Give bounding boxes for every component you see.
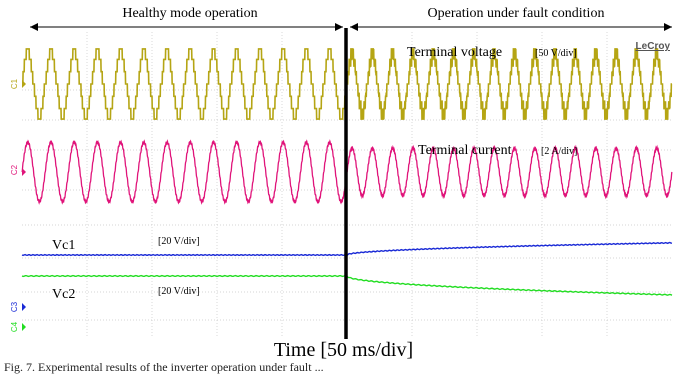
- fault-mode-label: Operation under fault condition: [428, 6, 605, 21]
- header-arrows: Healthy mode operation Operation under f…: [30, 6, 672, 31]
- vc1-scale: [20 V/div]: [158, 236, 200, 247]
- vc1-label: Vc1: [52, 238, 75, 253]
- c3-ground-marker: [22, 303, 26, 311]
- vc2-label: Vc2: [52, 287, 75, 302]
- figure-caption: Fig. 7. Experimental results of the inve…: [4, 360, 324, 374]
- terminal-voltage-scale: [50 V/div]: [535, 48, 577, 59]
- channel-label-c1: C1: [10, 78, 19, 89]
- fault-arrow-left-head: [350, 23, 358, 31]
- healthy-arrow-right-head: [335, 23, 343, 31]
- channel-label-c2: C2: [10, 164, 19, 175]
- time-axis-label: Time [50 ms/div]: [273, 339, 414, 361]
- healthy-mode-label: Healthy mode operation: [122, 6, 257, 21]
- lecroy-logo: LeCroy: [636, 41, 671, 52]
- c2-ground-marker: [22, 168, 26, 176]
- c1-ground-marker: [22, 80, 26, 88]
- terminal-current-label: Terminal current: [418, 143, 512, 158]
- healthy-arrow-left-head: [30, 23, 38, 31]
- terminal-current-scale: [2 A/div]: [541, 146, 577, 157]
- channel-label-c3: C3: [10, 301, 19, 312]
- channel-labels: C1 C2 C3 C4: [10, 78, 19, 332]
- fault-arrow-right-head: [664, 23, 672, 31]
- vc2-scale: [20 V/div]: [158, 286, 200, 297]
- channel-label-c4: C4: [10, 321, 19, 332]
- c4-ground-marker: [22, 323, 26, 331]
- terminal-voltage-label: Terminal voltage: [407, 45, 502, 60]
